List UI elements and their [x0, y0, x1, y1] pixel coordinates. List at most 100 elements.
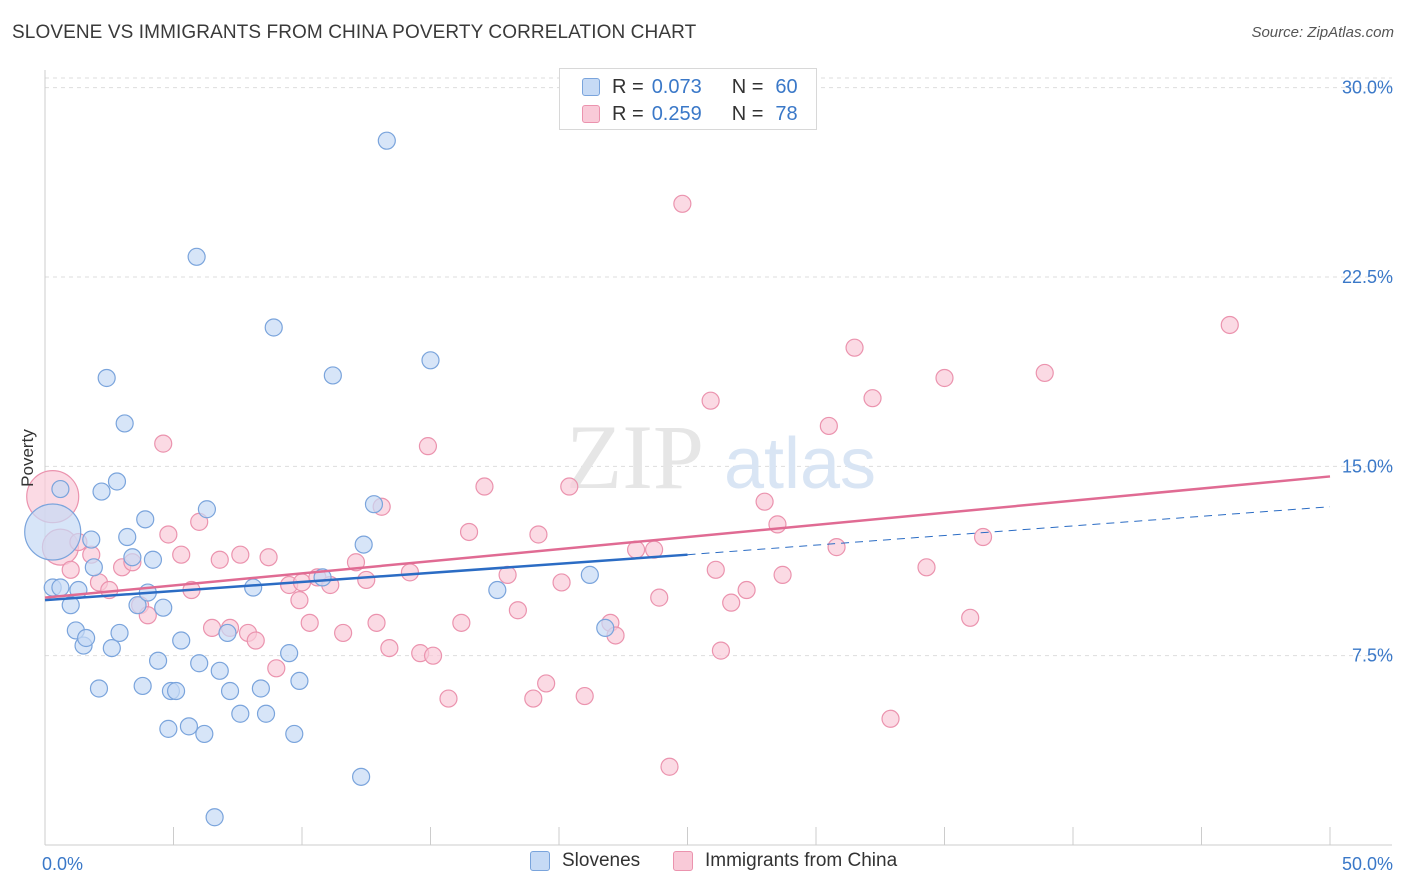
- china-point: [346, 553, 366, 572]
- china-point: [380, 638, 399, 658]
- slovenes-point: [159, 719, 178, 738]
- china-point: [863, 389, 882, 408]
- series-slovenes: [24, 131, 615, 827]
- china-point: [300, 613, 319, 632]
- slovenes-point: [354, 535, 373, 554]
- slovenes-point: [51, 578, 70, 597]
- china-point: [673, 194, 692, 213]
- legend-n-value: 60: [775, 75, 798, 98]
- slovenes-point: [195, 724, 214, 744]
- legend-n-label: N =: [731, 75, 764, 98]
- slovenes-point: [172, 631, 191, 650]
- legend-r-label: R =: [612, 102, 644, 125]
- slovenes-point: [290, 671, 309, 691]
- legend-item-china[interactable]: Immigrants from China: [673, 850, 897, 872]
- slovenes-point: [197, 500, 217, 519]
- slovenes-point: [82, 530, 101, 549]
- slovenes-point: [377, 131, 396, 150]
- china-point: [459, 522, 479, 542]
- slovenes-point: [421, 351, 440, 370]
- legend-n-value: 78: [775, 102, 798, 125]
- slovenes-point: [110, 623, 129, 643]
- china-point: [259, 548, 278, 567]
- slovenes-point: [77, 628, 96, 648]
- china-point: [267, 659, 286, 678]
- trend-line-slovenes: [44, 553, 688, 602]
- china-point: [1220, 315, 1239, 335]
- slovenes-point: [115, 414, 134, 433]
- slovenes-point: [148, 651, 168, 670]
- watermark-atlas: atlas: [724, 424, 876, 504]
- china-point: [552, 573, 571, 592]
- slovenes-point: [97, 368, 116, 388]
- correlation-legend: R = 0.073 N = 60 R = 0.259 N = 78: [559, 68, 817, 130]
- legend-label-china: Immigrants from China: [705, 850, 898, 871]
- legend-row-china: R = 0.259 N = 78: [582, 100, 798, 128]
- slovenes-point: [364, 495, 384, 514]
- slovenes-point: [128, 596, 147, 615]
- slovenes-point: [190, 654, 209, 673]
- china-point: [701, 391, 720, 410]
- china-point: [660, 757, 679, 776]
- y-tick-label: 22.5%: [1342, 267, 1393, 287]
- china-point: [452, 613, 471, 632]
- watermark: ZIP atlas: [566, 406, 876, 508]
- slovenes-point: [92, 482, 111, 501]
- china-point: [202, 618, 222, 637]
- china-point: [537, 674, 556, 693]
- china-point: [172, 545, 191, 564]
- x-tick-label-max: 50.0%: [1342, 854, 1393, 874]
- y-axis-label: Poverty: [18, 429, 37, 487]
- china-point: [231, 545, 250, 564]
- source-label: Source: ZipAtlas.com: [1251, 24, 1394, 41]
- slovenes-point: [84, 558, 103, 577]
- slovenes-point: [218, 623, 237, 643]
- china-point: [418, 437, 438, 456]
- slovenes-point: [133, 676, 152, 696]
- china-point: [773, 565, 792, 584]
- slovenes-point: [285, 724, 304, 744]
- slovenes-point: [256, 704, 276, 723]
- china-point: [210, 550, 229, 569]
- china-point: [524, 689, 543, 708]
- axes: [44, 70, 1392, 846]
- china-point: [722, 593, 741, 612]
- slovenes-point: [143, 550, 163, 569]
- china-point: [560, 477, 579, 496]
- china-point: [423, 646, 443, 665]
- china-point: [881, 709, 900, 728]
- legend-r-label: R =: [612, 75, 644, 98]
- slovenes-point: [123, 548, 142, 567]
- legend-swatch-pink: [673, 851, 693, 871]
- trend-line-slovenes-extension: [687, 506, 1331, 556]
- slovenes-point: [166, 681, 186, 701]
- china-point: [961, 608, 980, 627]
- slovenes-point: [205, 808, 224, 827]
- legend-item-slovenes[interactable]: Slovenes: [530, 850, 640, 872]
- trend-lines: [44, 475, 1331, 602]
- slovenes-point: [596, 618, 615, 637]
- legend-r-value: 0.259: [651, 102, 702, 125]
- china-point: [626, 540, 646, 559]
- y-tick-label: 7.5%: [1352, 646, 1393, 666]
- legend-swatch-blue: [582, 78, 600, 96]
- slovenes-point: [264, 318, 283, 337]
- legend-swatch-pink: [582, 105, 600, 123]
- slovenes-point: [580, 565, 599, 584]
- slovenes-point: [280, 644, 299, 663]
- y-tick-label: 30.0%: [1342, 78, 1393, 98]
- china-point: [917, 558, 936, 577]
- slovenes-point: [24, 503, 82, 561]
- slovenes-point: [102, 638, 121, 658]
- china-point: [159, 525, 178, 544]
- chart-title: SLOVENE VS IMMIGRANTS FROM CHINA POVERTY…: [12, 22, 697, 43]
- china-point: [711, 641, 731, 660]
- trend-line-china: [44, 475, 1331, 599]
- china-point: [529, 525, 548, 544]
- slovenes-point: [61, 596, 80, 615]
- china-point: [154, 434, 173, 453]
- china-point: [357, 570, 376, 590]
- slovenes-point: [323, 366, 342, 385]
- china-point: [508, 601, 527, 620]
